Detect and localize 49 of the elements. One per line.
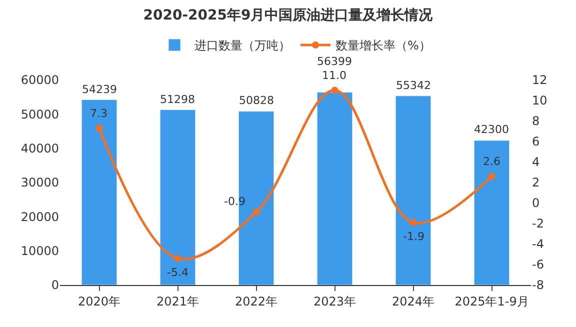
x-tick-label: 2025年1-9月 bbox=[454, 294, 529, 308]
y2-tick-label: -8 bbox=[532, 278, 544, 292]
y2-tick-label: -2 bbox=[532, 216, 544, 231]
y-tick-label: 20000 bbox=[20, 210, 59, 224]
point bbox=[174, 254, 182, 262]
bar bbox=[316, 92, 353, 285]
y2-tick-label: 8 bbox=[532, 114, 540, 128]
data-label: 54239 bbox=[82, 83, 117, 96]
y2-tick-label: 10 bbox=[532, 94, 548, 108]
data-label: 50828 bbox=[239, 94, 274, 107]
data-label: 2.6 bbox=[483, 155, 500, 168]
x-tick-label: 2023年 bbox=[313, 294, 356, 308]
y2-tick-label: 2 bbox=[532, 176, 540, 190]
x-tick-label: 2024年 bbox=[392, 294, 435, 308]
bar bbox=[81, 99, 118, 285]
chart-title: 2020-2025年9月中国原油进口量及增长情况 bbox=[143, 8, 434, 24]
bar bbox=[474, 140, 510, 285]
y-tick-label: 40000 bbox=[20, 142, 59, 156]
data-label: 51298 bbox=[160, 93, 195, 106]
y2-tick-label: 4 bbox=[532, 155, 540, 170]
y2-tick-label: 12 bbox=[532, 73, 548, 88]
y-tick-label: 60000 bbox=[20, 73, 59, 88]
bar bbox=[395, 96, 432, 285]
legend-label: 进口数量（万吨） bbox=[194, 38, 290, 53]
point bbox=[488, 172, 496, 180]
y2-tick-label: -4 bbox=[532, 237, 544, 252]
legend-label: 数量增长率（%） bbox=[336, 38, 431, 53]
data-label: 7.3 bbox=[90, 107, 108, 120]
data-label: -5.4 bbox=[167, 266, 188, 279]
point bbox=[96, 124, 103, 132]
y-tick-label: 0 bbox=[51, 278, 59, 292]
data-label: 55342 bbox=[396, 79, 431, 92]
point bbox=[331, 86, 338, 94]
data-label: 56399 bbox=[317, 55, 352, 68]
bar bbox=[160, 109, 196, 285]
y-tick-label: 30000 bbox=[20, 176, 59, 190]
point bbox=[410, 218, 417, 226]
data-label: 42300 bbox=[474, 123, 509, 136]
data-label: -1.9 bbox=[403, 230, 424, 243]
y-tick-label: 50000 bbox=[20, 107, 59, 122]
data-label: 11.0 bbox=[322, 69, 346, 82]
y2-tick-label: 6 bbox=[532, 134, 540, 149]
y2-tick-label: 0 bbox=[532, 196, 540, 210]
point bbox=[252, 208, 260, 216]
x-tick-label: 2022年 bbox=[234, 294, 278, 308]
x-tick-label: 2020年 bbox=[78, 294, 121, 308]
y2-tick-label: -6 bbox=[532, 258, 544, 272]
y-tick-label: 10000 bbox=[20, 244, 59, 258]
x-tick-label: 2021年 bbox=[156, 294, 200, 308]
